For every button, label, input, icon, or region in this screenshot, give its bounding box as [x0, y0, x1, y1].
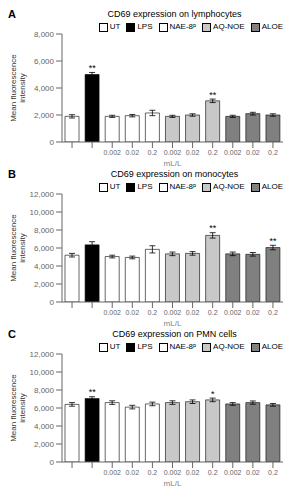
- svg-text:0.02: 0.02: [126, 469, 140, 476]
- svg-text:0.2: 0.2: [148, 309, 158, 316]
- svg-text:*: *: [211, 389, 215, 399]
- svg-text:0.02: 0.02: [246, 149, 260, 156]
- svg-text:**: **: [209, 223, 217, 233]
- html-text:CD69 expression on lymphocytes: CD69 expression on lymphocytes: [107, 9, 242, 19]
- svg-text:0.002: 0.002: [164, 149, 182, 156]
- html-text:AQ-NOE: AQ-NOE: [213, 342, 245, 351]
- svg-text:0.2: 0.2: [208, 309, 218, 316]
- svg-text:6,000: 6,000: [34, 57, 55, 66]
- svg-text:0.002: 0.002: [164, 469, 182, 476]
- svg-text:0.02: 0.02: [246, 309, 260, 316]
- svg-text:**: **: [89, 387, 97, 397]
- svg-text:0.002: 0.002: [224, 309, 242, 316]
- svg-text:0.002: 0.002: [103, 309, 121, 316]
- svg-text:**: **: [89, 63, 97, 73]
- svg-text:10,000: 10,000: [30, 368, 55, 377]
- svg-text:6,000: 6,000: [34, 244, 55, 253]
- svg-text:0.02: 0.02: [246, 469, 260, 476]
- svg-text:0.2: 0.2: [148, 469, 158, 476]
- svg-text:0.02: 0.02: [186, 469, 200, 476]
- svg-text:2,000: 2,000: [34, 440, 55, 449]
- svg-text:4,000: 4,000: [34, 84, 55, 93]
- html-text:C: C: [8, 328, 16, 340]
- svg-text:0.2: 0.2: [268, 309, 278, 316]
- svg-text:0.2: 0.2: [268, 469, 278, 476]
- html-text:ALOE: ALOE: [261, 182, 283, 191]
- html-text:AQ-NOE: AQ-NOE: [213, 182, 245, 191]
- html-text:LPS: LPS: [137, 182, 153, 191]
- svg-text:4,000: 4,000: [34, 262, 55, 271]
- html-text:CD69 expression on PMN cells: CD69 expression on PMN cells: [112, 329, 237, 339]
- svg-text:0: 0: [50, 458, 55, 467]
- svg-text:12,000: 12,000: [30, 190, 55, 199]
- html-text:ALOE: ALOE: [261, 22, 283, 31]
- svg-text:0.2: 0.2: [208, 469, 218, 476]
- svg-text:**: **: [209, 90, 217, 100]
- svg-text:12,000: 12,000: [30, 350, 55, 359]
- svg-text:6,000: 6,000: [34, 404, 55, 413]
- html-text:A: A: [8, 8, 16, 20]
- svg-text:10,000: 10,000: [30, 208, 55, 217]
- svg-text:0.02: 0.02: [126, 309, 140, 316]
- html-text:NAE-8ᵖ: NAE-8ᵖ: [169, 182, 197, 191]
- svg-text:0.002: 0.002: [224, 149, 242, 156]
- svg-text:0.002: 0.002: [224, 469, 242, 476]
- html-text:B: B: [8, 168, 16, 180]
- svg-text:0.02: 0.02: [126, 149, 140, 156]
- svg-text:0: 0: [50, 298, 55, 307]
- svg-text:0.002: 0.002: [103, 149, 121, 156]
- svg-text:2,000: 2,000: [34, 111, 55, 120]
- html-text:ALOE: ALOE: [261, 342, 283, 351]
- svg-text:0: 0: [50, 138, 55, 147]
- svg-text:0.2: 0.2: [208, 149, 218, 156]
- svg-text:0.2: 0.2: [148, 149, 158, 156]
- svg-text:0.2: 0.2: [268, 149, 278, 156]
- html-text:CD69 expression on monocytes: CD69 expression on monocytes: [110, 169, 239, 179]
- html-text:NAE-8ᵖ: NAE-8ᵖ: [169, 342, 197, 351]
- html-text:AQ-NOE: AQ-NOE: [213, 22, 245, 31]
- svg-text:0.002: 0.002: [164, 309, 182, 316]
- svg-text:2,000: 2,000: [34, 280, 55, 289]
- html-text:UT: UT: [109, 342, 121, 351]
- svg-text:0.02: 0.02: [186, 149, 200, 156]
- svg-text:0.002: 0.002: [103, 469, 121, 476]
- svg-text:mL/L: mL/L: [164, 319, 182, 328]
- svg-text:8,000: 8,000: [34, 30, 55, 39]
- svg-text:Mean fluorescenceintensity: Mean fluorescenceintensity: [9, 54, 27, 122]
- svg-text:0.02: 0.02: [186, 309, 200, 316]
- html-text:UT: UT: [109, 182, 121, 191]
- html-text:NAE-8ᵖ: NAE-8ᵖ: [169, 22, 197, 31]
- html-text:LPS: LPS: [137, 342, 153, 351]
- svg-text:8,000: 8,000: [34, 386, 55, 395]
- svg-text:4,000: 4,000: [34, 422, 55, 431]
- svg-text:mL/L: mL/L: [164, 159, 182, 168]
- svg-text:mL/L: mL/L: [164, 479, 182, 488]
- svg-text:8,000: 8,000: [34, 226, 55, 235]
- html-text:UT: UT: [109, 22, 121, 31]
- html-text:LPS: LPS: [137, 22, 153, 31]
- svg-text:Mean fluorescenceintensity: Mean fluorescenceintensity: [9, 374, 27, 442]
- svg-text:**: **: [269, 236, 277, 246]
- svg-text:Mean fluorescenceintensity: Mean fluorescenceintensity: [9, 214, 27, 282]
